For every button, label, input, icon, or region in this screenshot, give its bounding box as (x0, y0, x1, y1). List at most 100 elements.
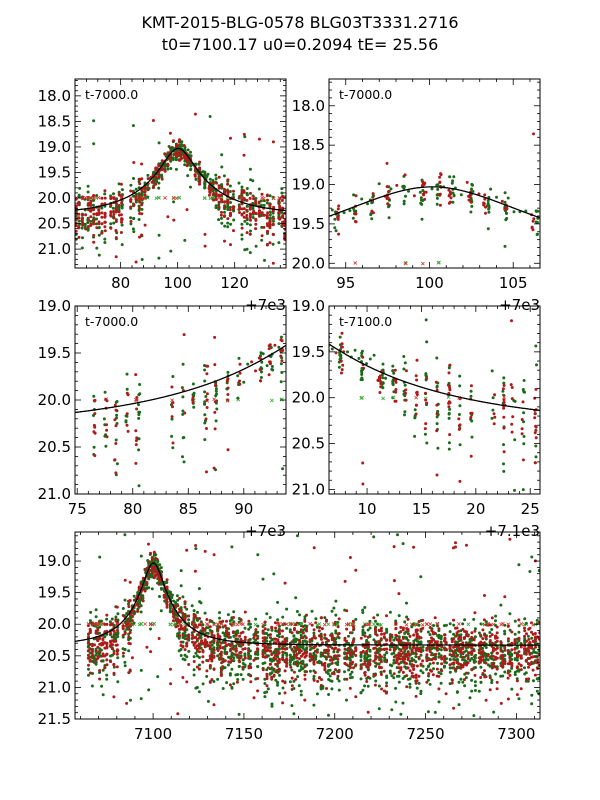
data-point-site-a (321, 686, 325, 690)
data-point-site-b (92, 222, 96, 226)
data-point-site-b (149, 650, 153, 654)
data-point-site-a (447, 366, 451, 370)
data-point-site-a (401, 185, 405, 188)
data-point-site-b (240, 226, 244, 230)
data-point-site-b (501, 387, 505, 391)
data-point-site-b (272, 667, 276, 671)
data-point-site-b (419, 662, 423, 666)
flagged-point-site-b (216, 622, 220, 627)
data-point-site-a (403, 649, 407, 653)
data-point-site-a (502, 381, 506, 385)
data-point-site-a (314, 617, 318, 621)
data-point-site-b (243, 635, 247, 639)
data-point-site-a (263, 258, 266, 262)
data-point-site-b (103, 622, 107, 626)
data-point-site-a (513, 399, 517, 403)
data-point-site-b (248, 232, 252, 236)
data-point-site-b (170, 385, 174, 389)
data-point-site-b (257, 356, 261, 360)
data-point-site-a (312, 703, 316, 707)
flagged-point-site-b (205, 622, 210, 627)
data-point-site-a (137, 204, 141, 208)
flagged-point-site-a (156, 195, 161, 200)
data-point-site-a (116, 635, 120, 639)
data-point-site-b (359, 666, 363, 670)
data-point-site-b (468, 195, 472, 199)
y-tick-label: 19.0 (38, 297, 71, 315)
data-point-site-b (210, 678, 214, 682)
data-point-site-b (115, 648, 119, 652)
data-point-site-a (179, 607, 183, 611)
data-point-site-a (285, 626, 289, 630)
data-point-site-a (268, 210, 272, 214)
data-point-site-b (113, 458, 117, 462)
data-point-site-b (425, 401, 429, 405)
data-point-site-b (214, 384, 217, 388)
data-point-site-b (88, 642, 92, 646)
data-point-site-a (94, 662, 98, 666)
data-point-site-b (194, 544, 198, 547)
y-tick-label: 20.5 (38, 215, 71, 233)
data-point-site-a (279, 380, 283, 384)
data-point-site-a (180, 386, 184, 390)
data-point-site-b (117, 192, 121, 196)
data-point-site-a (274, 678, 278, 682)
flagged-point-site-a (391, 395, 396, 400)
data-point-site-a (522, 420, 525, 424)
data-point-site-a (534, 444, 538, 448)
data-point-site-b (185, 208, 189, 212)
data-point-site-b (395, 634, 399, 638)
data-point-site-b (226, 199, 229, 203)
flagged-point-site-b (420, 622, 425, 627)
data-point-site-b (415, 628, 419, 632)
data-point-site-b (92, 194, 96, 197)
data-point-site-a (281, 686, 285, 690)
data-point-site-b (185, 680, 189, 684)
data-point-site-a (163, 162, 167, 166)
data-point-site-b (201, 626, 205, 630)
data-point-site-a (447, 416, 451, 420)
data-point-site-a (248, 637, 252, 641)
data-point-site-b (334, 646, 337, 650)
data-point-site-a (139, 554, 143, 558)
x-tick-label: 10 (358, 500, 377, 518)
data-point-site-a (137, 484, 141, 488)
chart-title-line-1: KMT-2015-BLG-0578 BLG03T3331.2716 (141, 13, 459, 32)
data-point-site-a (418, 190, 422, 194)
data-point-site-a (243, 665, 247, 669)
data-point-site-b (283, 581, 287, 585)
data-point-site-b (249, 191, 252, 195)
data-point-site-b (218, 646, 222, 650)
data-point-site-b (140, 177, 144, 181)
data-point-site-a (181, 395, 185, 399)
data-point-site-a (334, 229, 338, 233)
data-point-site-a (487, 210, 491, 214)
data-point-site-b (242, 207, 246, 211)
data-point-site-b (243, 647, 247, 651)
data-point-site-a (385, 651, 389, 655)
data-point-site-b (172, 218, 176, 222)
data-point-site-a (352, 193, 356, 197)
data-point-site-b (361, 482, 365, 486)
data-point-site-a (326, 664, 330, 668)
data-point-site-b (254, 369, 257, 373)
data-point-site-b (245, 213, 249, 217)
data-point-site-b (221, 665, 225, 669)
data-point-site-b (304, 636, 308, 640)
data-point-site-a (179, 584, 183, 588)
data-point-site-a (171, 156, 175, 160)
data-point-site-a (296, 675, 300, 679)
data-point-site-a (206, 172, 210, 176)
data-points (330, 132, 540, 268)
data-point-site-a (437, 671, 441, 674)
data-point-site-b (221, 619, 225, 623)
data-point-site-a (285, 607, 289, 611)
data-point-site-b (277, 644, 281, 648)
flagged-point-site-b (546, 396, 549, 399)
data-point-site-b (404, 391, 407, 395)
data-point-site-a (436, 187, 440, 191)
data-point-site-b (520, 432, 524, 436)
data-point-site-a (414, 655, 418, 659)
data-point-site-a (447, 412, 451, 416)
data-point-site-a (129, 222, 133, 226)
